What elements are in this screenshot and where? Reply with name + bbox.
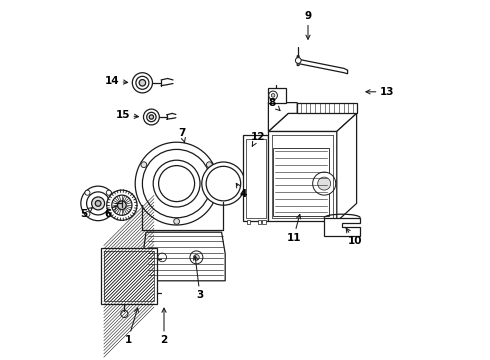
Circle shape — [107, 190, 137, 220]
Circle shape — [81, 186, 116, 221]
Polygon shape — [269, 103, 297, 131]
Bar — [262, 220, 266, 224]
Polygon shape — [269, 131, 337, 221]
Circle shape — [144, 109, 159, 125]
Polygon shape — [269, 113, 357, 131]
Bar — [258, 220, 261, 224]
Circle shape — [295, 58, 301, 63]
Circle shape — [206, 162, 212, 168]
Text: 2: 2 — [160, 308, 168, 345]
Polygon shape — [269, 88, 286, 103]
Text: 12: 12 — [250, 132, 265, 146]
Circle shape — [135, 142, 218, 225]
Circle shape — [313, 172, 336, 195]
Circle shape — [202, 162, 245, 205]
Text: 8: 8 — [269, 98, 280, 111]
Circle shape — [92, 197, 104, 210]
Circle shape — [149, 115, 153, 119]
Text: 15: 15 — [115, 110, 139, 120]
Text: 1: 1 — [124, 308, 139, 345]
Text: 5: 5 — [80, 208, 93, 219]
Circle shape — [194, 255, 199, 260]
Circle shape — [106, 190, 111, 195]
Circle shape — [206, 166, 241, 201]
Circle shape — [141, 162, 147, 168]
Circle shape — [118, 201, 126, 210]
Text: 7: 7 — [178, 128, 186, 143]
Polygon shape — [297, 103, 357, 113]
Polygon shape — [337, 113, 357, 221]
Circle shape — [143, 149, 211, 218]
Circle shape — [139, 80, 146, 86]
Text: 11: 11 — [286, 215, 301, 243]
Text: 6: 6 — [104, 206, 117, 219]
Polygon shape — [245, 139, 266, 218]
Text: 14: 14 — [104, 76, 128, 86]
Circle shape — [159, 166, 195, 202]
Circle shape — [147, 112, 156, 122]
Circle shape — [112, 195, 132, 215]
Bar — [247, 220, 250, 224]
Text: 13: 13 — [366, 87, 394, 97]
Circle shape — [85, 212, 90, 217]
Circle shape — [174, 219, 179, 224]
Polygon shape — [143, 232, 225, 281]
Circle shape — [153, 160, 200, 207]
Circle shape — [95, 201, 101, 206]
Polygon shape — [243, 135, 269, 221]
Polygon shape — [297, 56, 347, 74]
Text: 3: 3 — [194, 256, 204, 300]
Bar — [101, 248, 157, 304]
Circle shape — [136, 76, 149, 89]
Bar — [104, 251, 154, 301]
Circle shape — [121, 310, 128, 318]
Circle shape — [158, 253, 167, 262]
Circle shape — [132, 73, 152, 93]
Circle shape — [190, 251, 203, 264]
Circle shape — [87, 192, 110, 215]
Bar — [104, 251, 154, 301]
Text: 9: 9 — [304, 11, 312, 39]
Bar — [273, 148, 329, 216]
Circle shape — [106, 212, 111, 217]
Text: 10: 10 — [346, 228, 362, 246]
Circle shape — [271, 94, 275, 97]
Polygon shape — [324, 218, 360, 236]
Circle shape — [85, 190, 90, 195]
Circle shape — [269, 91, 277, 100]
Circle shape — [318, 177, 331, 190]
Text: 4: 4 — [236, 183, 247, 199]
